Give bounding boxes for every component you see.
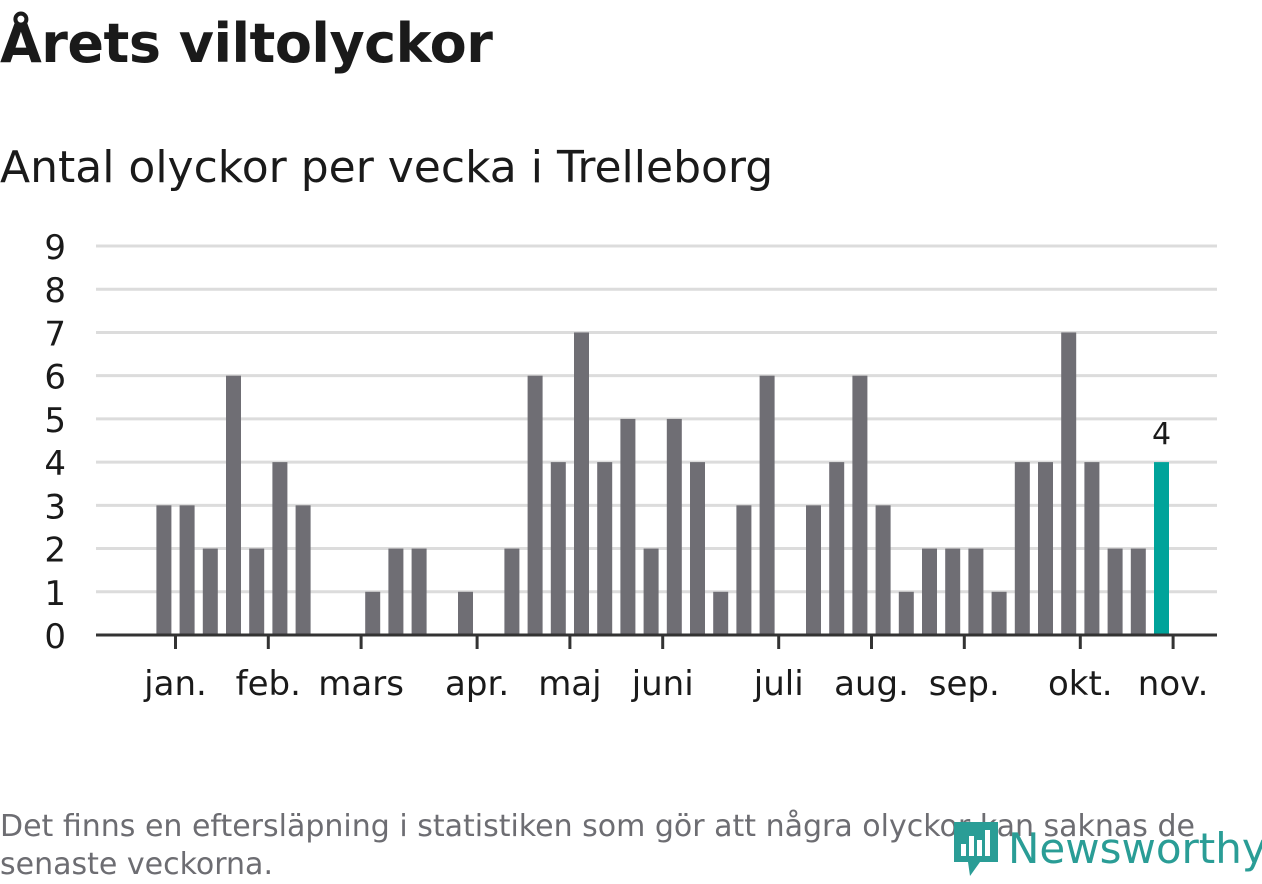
bar — [991, 591, 1007, 635]
bar — [736, 505, 752, 635]
bar — [898, 591, 914, 635]
bar — [156, 505, 172, 635]
bar — [550, 462, 566, 635]
bar — [1107, 548, 1123, 635]
chart-subtitle: Antal olyckor per vecka i Trelleborg — [0, 142, 774, 193]
x-tick-label: juli — [753, 664, 804, 704]
bar — [574, 332, 589, 635]
chart-title: Årets viltolyckor — [0, 12, 493, 75]
y-tick-label-5: 5 — [44, 401, 66, 441]
bar — [829, 462, 845, 635]
bar — [249, 548, 265, 635]
bar — [620, 418, 636, 635]
bar — [666, 418, 682, 635]
x-tick-label: aug. — [834, 664, 909, 704]
x-tick-label: okt. — [1048, 664, 1113, 704]
bar — [922, 548, 937, 635]
bar — [295, 505, 311, 635]
bar — [875, 505, 891, 635]
bar — [272, 462, 288, 635]
bar — [806, 505, 821, 635]
bar — [1084, 462, 1100, 635]
bar — [945, 548, 961, 635]
newsworthy-logo[interactable]: Newsworthy — [950, 818, 1262, 878]
bar — [1061, 332, 1077, 635]
y-tick-label-8: 8 — [44, 271, 66, 311]
x-tick-label: feb. — [236, 664, 301, 704]
y-tick-label-7: 7 — [44, 314, 66, 354]
x-tick-label: juni — [631, 664, 694, 704]
bar — [202, 548, 218, 635]
y-tick-label-4: 4 — [44, 444, 66, 484]
x-tick-label: jan. — [143, 664, 207, 704]
bar — [852, 375, 868, 635]
bar — [388, 548, 404, 635]
y-tick-label-2: 2 — [44, 531, 66, 571]
x-tick-label: nov. — [1138, 664, 1209, 704]
y-tick-label-0: 0 — [44, 617, 66, 657]
bar — [690, 462, 705, 635]
x-tick-label: sep. — [929, 664, 1000, 704]
x-tick-label: apr. — [445, 664, 509, 704]
bar — [226, 375, 241, 635]
bar — [527, 375, 543, 635]
bar — [643, 548, 659, 635]
bar — [365, 591, 381, 635]
x-tick-label: maj — [538, 664, 601, 704]
bar — [1038, 462, 1053, 635]
bar — [1014, 462, 1030, 635]
bar — [411, 548, 427, 635]
bar — [968, 548, 984, 635]
x-axis-labels: jan. feb. mars apr. maj juni juli aug. sep. okt. n… — [143, 635, 1208, 704]
bar — [458, 591, 473, 635]
y-tick-label-1: 1 — [44, 574, 66, 614]
grid-layer — [96, 244, 1217, 594]
bar-highlight — [1154, 462, 1169, 635]
bar-layer — [156, 332, 1169, 635]
x-tick-label: mars — [318, 664, 404, 704]
y-tick-label-6: 6 — [44, 358, 66, 398]
y-tick-label-9: 9 — [44, 228, 66, 268]
bar — [504, 548, 520, 635]
y-tick-label-3: 3 — [44, 487, 66, 527]
highlight-value-label: 4 — [1152, 417, 1171, 452]
bar — [179, 505, 195, 635]
bar — [1130, 548, 1146, 635]
logo-text: Newsworthy — [1008, 823, 1262, 873]
bar — [759, 375, 775, 635]
bar — [597, 462, 613, 635]
bar — [713, 591, 729, 635]
newsworthy-bar-icon — [954, 822, 998, 876]
annotation-layer: 4 — [1152, 417, 1171, 452]
